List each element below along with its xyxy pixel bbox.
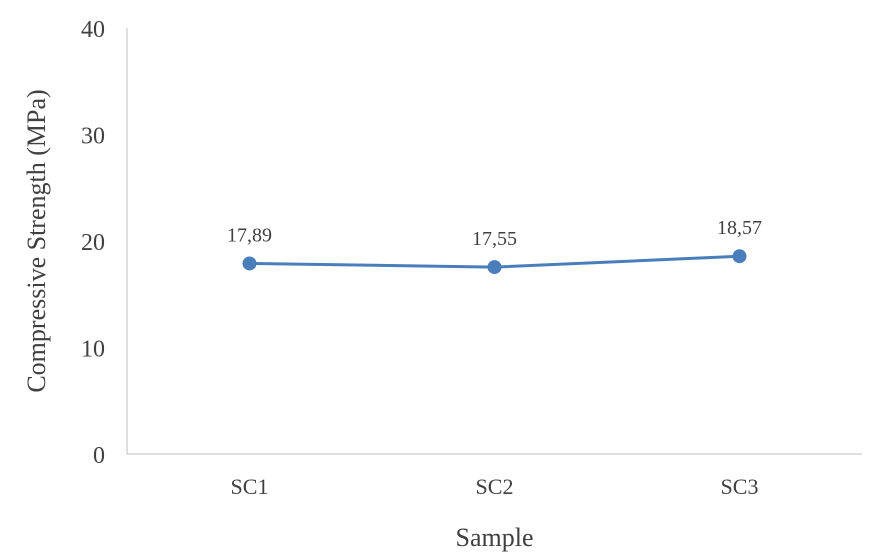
x-tick-label: SC1 xyxy=(231,474,269,499)
x-axis-title: Sample xyxy=(456,523,534,552)
y-tick-label: 40 xyxy=(81,17,105,43)
data-point xyxy=(732,249,747,264)
data-label: 18,57 xyxy=(717,217,762,239)
axes xyxy=(126,28,862,455)
data-label: 17,55 xyxy=(472,228,517,250)
series xyxy=(242,249,747,275)
x-tick-label: SC3 xyxy=(721,474,759,499)
data-label: 17,89 xyxy=(227,224,272,246)
tick-labels: 0 10 20 30 40 SC1 SC2 SC3 xyxy=(81,17,758,499)
data-point xyxy=(242,256,257,271)
data-point xyxy=(487,260,502,275)
y-tick-label: 10 xyxy=(81,337,105,363)
y-tick-label: 30 xyxy=(81,124,105,150)
y-tick-label: 20 xyxy=(81,230,105,256)
x-tick-label: SC2 xyxy=(476,474,514,499)
y-axis-title: Compressive Strength (MPa) xyxy=(22,89,51,392)
data-labels: 17,89 17,55 18,57 xyxy=(227,217,762,250)
y-tick-label: 0 xyxy=(93,443,105,469)
